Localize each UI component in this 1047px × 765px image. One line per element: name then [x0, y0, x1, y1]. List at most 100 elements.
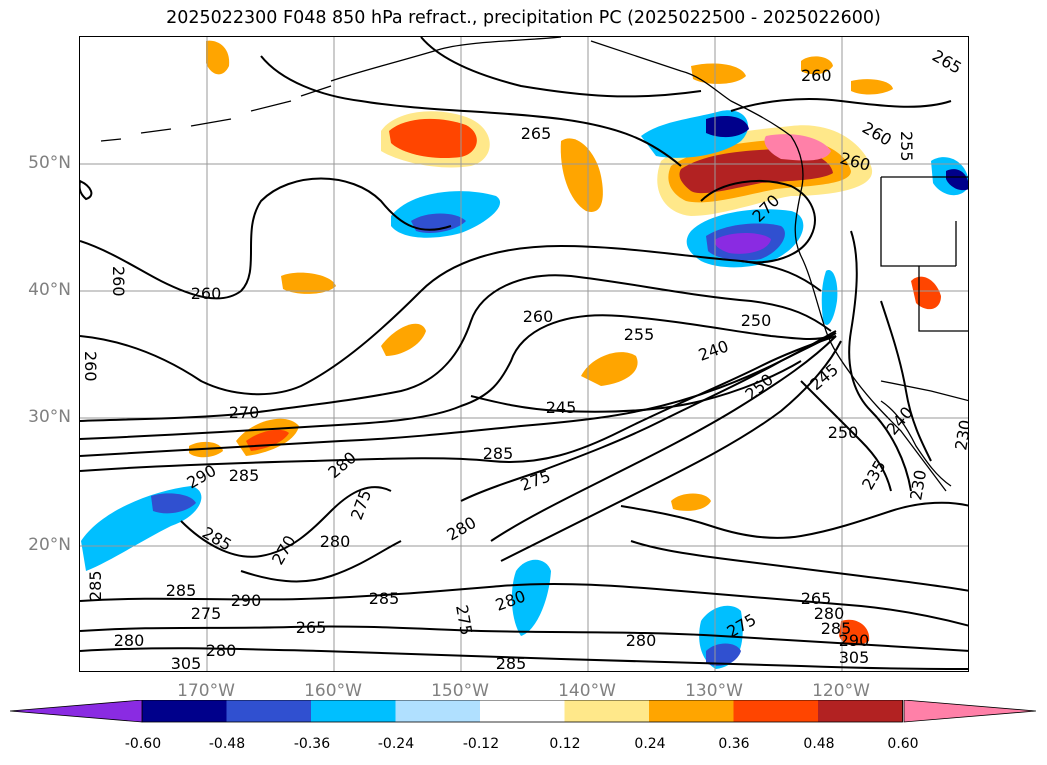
- colorbar-segment: [311, 700, 396, 722]
- contour-label: 270: [268, 532, 300, 568]
- contour-label: 280: [206, 641, 237, 660]
- lon-label-120w: 120°W: [812, 681, 870, 701]
- precip-negative-canada-core: [946, 169, 968, 191]
- lon-label-170w: 170°W: [177, 681, 235, 701]
- colorbar-segment: [226, 700, 312, 722]
- contour-label: 290: [231, 591, 262, 610]
- precip-negative-sw-core: [151, 493, 196, 514]
- contour-line: [80, 177, 452, 300]
- contour-line: [80, 582, 968, 627]
- map-panel: 260 265 265 255 260 260 270 260 260 260 …: [79, 36, 969, 672]
- colorbar-tick: 0.60: [887, 736, 919, 752]
- graticule: [80, 37, 968, 671]
- contour-line: [80, 625, 968, 652]
- colorbar-tick: -0.36: [293, 736, 331, 752]
- contour-label: 260: [81, 351, 100, 382]
- aleutians: [100, 85, 332, 142]
- contour-line: [500, 340, 842, 562]
- precip-positive-npac-core: [389, 118, 477, 159]
- contour-line: [490, 335, 837, 542]
- lon-label-150w: 150°W: [431, 681, 489, 701]
- contour-line: [180, 486, 392, 558]
- contour-label: 305: [171, 654, 202, 672]
- colorbar-segment: [649, 700, 734, 722]
- precip-positive-sc: [839, 619, 870, 646]
- colorbar-tick: -0.12: [462, 736, 500, 752]
- precip-negative-goa-core: [706, 116, 749, 138]
- contour-line: [260, 55, 682, 167]
- lon-label-140w: 140°W: [558, 681, 616, 701]
- contour-line: [730, 98, 952, 112]
- colorbar: [10, 700, 1036, 723]
- coastlines: [100, 37, 968, 492]
- contour-label: 305: [839, 648, 870, 667]
- map-canvas: 260 265 265 255 260 260 270 260 260 260 …: [80, 37, 969, 672]
- contour-line: [420, 37, 702, 98]
- contour-label: 265: [296, 618, 327, 637]
- precip-negative-mid-core: [411, 213, 466, 233]
- lat-label-20n: 20°N: [28, 535, 71, 555]
- colorbar-segments: [141, 700, 903, 723]
- contour-label: 280: [626, 631, 657, 650]
- contour-line: [880, 300, 932, 462]
- colorbar-segment: [395, 700, 481, 722]
- contour-label: 280: [320, 532, 351, 551]
- contour-label: 250: [828, 423, 859, 442]
- contour-line: [80, 179, 93, 201]
- contour-label: 255: [897, 131, 916, 162]
- contour-label: 230: [951, 418, 969, 451]
- colorbar-tick: 0.36: [718, 736, 750, 752]
- precip-negative-pnw-max: [715, 233, 771, 254]
- lon-label-160w: 160°W: [304, 681, 362, 701]
- contour-label: 285: [496, 654, 527, 672]
- lat-label-30n: 30°N: [28, 407, 71, 427]
- precip-positive-ak: [206, 40, 230, 75]
- map-title: 2025022300 F048 850 hPa refract., precip…: [166, 8, 881, 28]
- contour-label: 245: [806, 360, 842, 394]
- contour-label: 260: [191, 284, 222, 303]
- colorbar-tick: 0.48: [803, 736, 835, 752]
- baja-coast: [880, 400, 952, 487]
- colorbar-tick: -0.48: [208, 736, 246, 752]
- lat-label-50n: 50°N: [28, 153, 71, 173]
- contour-label: 275: [452, 603, 476, 636]
- contour-line: [80, 314, 832, 440]
- contour-label: 240: [696, 336, 731, 364]
- contour-label: 250: [741, 311, 772, 330]
- contour-line: [620, 501, 968, 539]
- contour-line: [630, 540, 968, 592]
- contour-label: 230: [906, 468, 930, 501]
- contour-label: 260: [801, 66, 832, 85]
- precip-negative-15n: [511, 559, 551, 636]
- contour-label: 250: [741, 370, 777, 404]
- contour-line: [240, 540, 402, 583]
- precip-positive-35n: [581, 352, 638, 386]
- contour-label: 285: [821, 619, 852, 638]
- contour-line: [800, 380, 892, 492]
- contour-label: 285: [166, 581, 197, 600]
- colorbar-extend-low: [10, 700, 143, 723]
- state-borders: [880, 177, 968, 402]
- contour-label: 285: [199, 523, 235, 555]
- contour-label: 275: [191, 604, 222, 623]
- refractivity-contours: [80, 37, 968, 670]
- contour-line: [848, 230, 912, 492]
- lat-label-40n: 40°N: [28, 280, 71, 300]
- precip-positive-ak4: [851, 79, 893, 95]
- precip-positive-140w: [560, 138, 603, 212]
- colorbar-extend-high: [903, 700, 1036, 723]
- precip-positive-42n: [281, 272, 336, 294]
- contour-label: 280: [114, 631, 145, 650]
- precip-positive-ak2: [691, 63, 746, 84]
- contour-label: 280: [324, 448, 360, 482]
- colorbar-tick: -0.60: [124, 736, 162, 752]
- contour-label: 260: [523, 307, 554, 326]
- colorbar-tick: -0.24: [377, 736, 415, 752]
- contour-label: 265: [801, 589, 832, 608]
- contour-label: 285: [483, 444, 514, 463]
- colorbar-tick: 0.12: [549, 736, 581, 752]
- contour-line: [700, 180, 816, 264]
- precip-negative-coast: [821, 270, 838, 325]
- contour-line: [80, 244, 822, 396]
- colorbar-segment: [480, 700, 565, 722]
